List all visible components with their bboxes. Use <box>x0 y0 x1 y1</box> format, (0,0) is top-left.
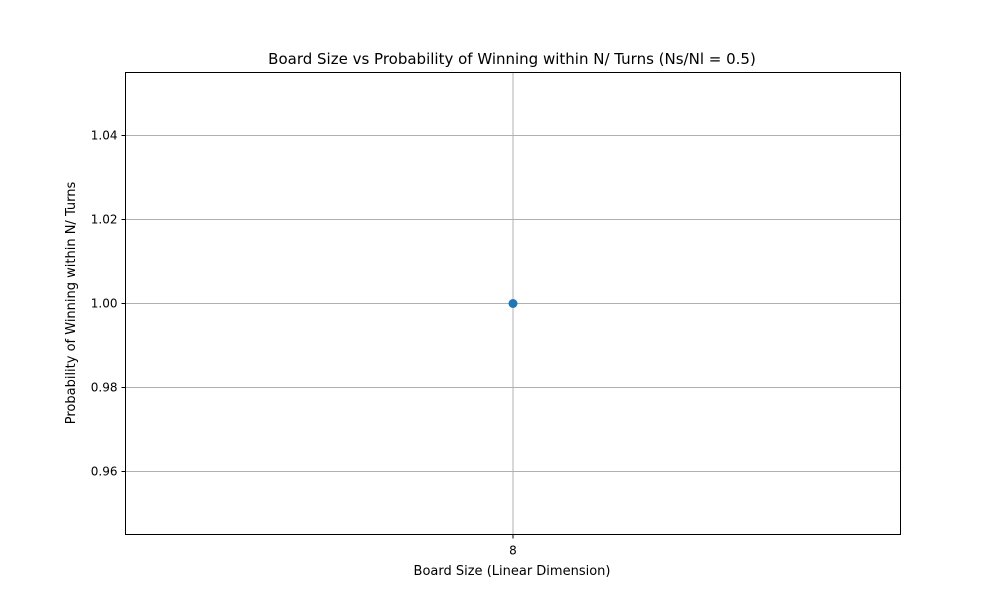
chart-title: Board Size vs Probability of Winning wit… <box>268 50 756 68</box>
x-axis-label: Board Size (Linear Dimension) <box>414 564 611 579</box>
y-tick-label: 1.02 <box>91 213 118 227</box>
y-tick-label: 1.04 <box>91 129 118 143</box>
data-points <box>508 299 518 308</box>
y-tick-label: 0.96 <box>91 465 118 479</box>
ticks: 0.96 0.98 1.00 1.02 1.04 8 <box>91 129 517 558</box>
y-tick-label: 0.98 <box>91 381 118 395</box>
y-axis-label: Probability of Winning within N/ Turns <box>64 182 79 425</box>
x-tick-label: 8 <box>509 544 517 558</box>
data-point <box>508 299 518 308</box>
y-tick-label: 1.00 <box>91 297 118 311</box>
